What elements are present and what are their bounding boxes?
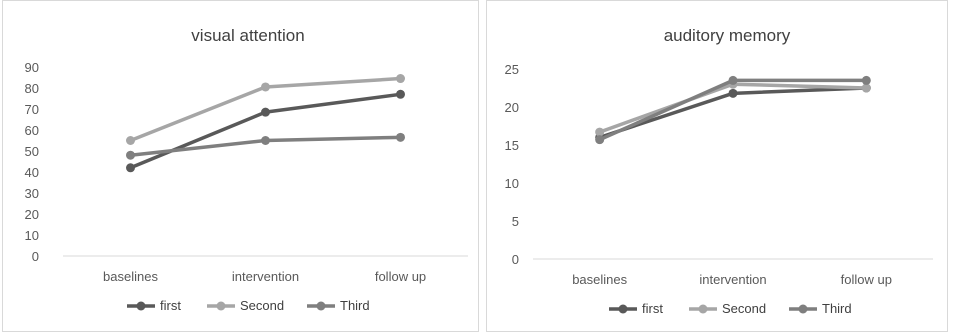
data-point-second — [396, 74, 405, 84]
x-tick-label: intervention — [699, 272, 766, 287]
legend-label: Second — [240, 298, 284, 313]
legend-label: first — [160, 298, 181, 313]
legend-label: Third — [822, 301, 852, 316]
legend-swatch-marker — [216, 301, 226, 311]
data-point-first — [261, 107, 270, 117]
chart-auditory-memory: auditory memory 0 5 10 15 20 25 baselines interv… — [505, 26, 933, 316]
legend-label: Third — [340, 298, 370, 313]
y-tick-label: 60 — [25, 123, 39, 138]
data-point-third — [595, 135, 605, 145]
legend-item-first: first — [127, 298, 181, 313]
x-tick-label: baselines — [103, 269, 158, 284]
data-point-second — [861, 83, 871, 93]
data-point-third — [396, 132, 405, 142]
x-tick-label: baselines — [572, 272, 627, 287]
legend-label: Second — [722, 301, 766, 316]
legend-item-third: Third — [307, 298, 370, 313]
y-tick-label: 40 — [25, 165, 39, 180]
y-tick-label: 10 — [25, 228, 39, 243]
legend-item-first: first — [609, 301, 663, 316]
data-point-first — [396, 89, 405, 99]
y-tick-label: 5 — [512, 214, 519, 229]
legend-item-second: Second — [689, 301, 766, 316]
legend-item-second: Second — [207, 298, 284, 313]
y-tick-label: 20 — [505, 100, 519, 115]
y-tick-label: 0 — [32, 249, 39, 264]
y-tick-label: 25 — [505, 62, 519, 77]
y-tick-label: 80 — [25, 81, 39, 96]
data-point-second — [595, 127, 605, 137]
data-point-first — [728, 88, 738, 98]
legend-label: first — [642, 301, 663, 316]
data-point-third — [861, 75, 871, 85]
data-point-second — [261, 82, 270, 92]
legend-swatch-marker — [136, 301, 146, 311]
chart-panel-visual-attention: visual attention 0 10 20 30 40 50 60 70 80 90 basel… — [2, 0, 479, 332]
chart-visual-attention: visual attention 0 10 20 30 40 50 60 70 80 90 basel… — [25, 26, 468, 313]
data-point-third — [126, 150, 135, 160]
y-tick-label: 10 — [505, 176, 519, 191]
y-tick-label: 30 — [25, 186, 39, 201]
x-tick-label: follow up — [375, 269, 426, 284]
y-tick-label: 50 — [25, 144, 39, 159]
y-tick-label: 20 — [25, 207, 39, 222]
legend-swatch-marker — [316, 301, 326, 311]
y-tick-label: 70 — [25, 102, 39, 117]
series-line-first — [128, 92, 403, 170]
chart-panel-auditory-memory: auditory memory 0 5 10 15 20 25 baselines interv… — [486, 0, 948, 332]
y-tick-label: 0 — [512, 252, 519, 267]
chart-title: visual attention — [191, 26, 304, 45]
legend-swatch-marker — [798, 304, 808, 314]
legend-swatch-marker — [618, 304, 628, 314]
legend-item-third: Third — [789, 301, 852, 316]
legend-swatch-marker — [698, 304, 708, 314]
y-tick-label: 15 — [505, 138, 519, 153]
x-tick-label: follow up — [841, 272, 892, 287]
chart-title: auditory memory — [664, 26, 791, 45]
data-point-second — [126, 136, 135, 145]
data-point-third — [261, 136, 270, 145]
y-tick-label: 90 — [25, 60, 39, 75]
data-point-first — [126, 163, 135, 173]
x-tick-label: intervention — [232, 269, 299, 284]
data-point-third — [728, 75, 738, 85]
